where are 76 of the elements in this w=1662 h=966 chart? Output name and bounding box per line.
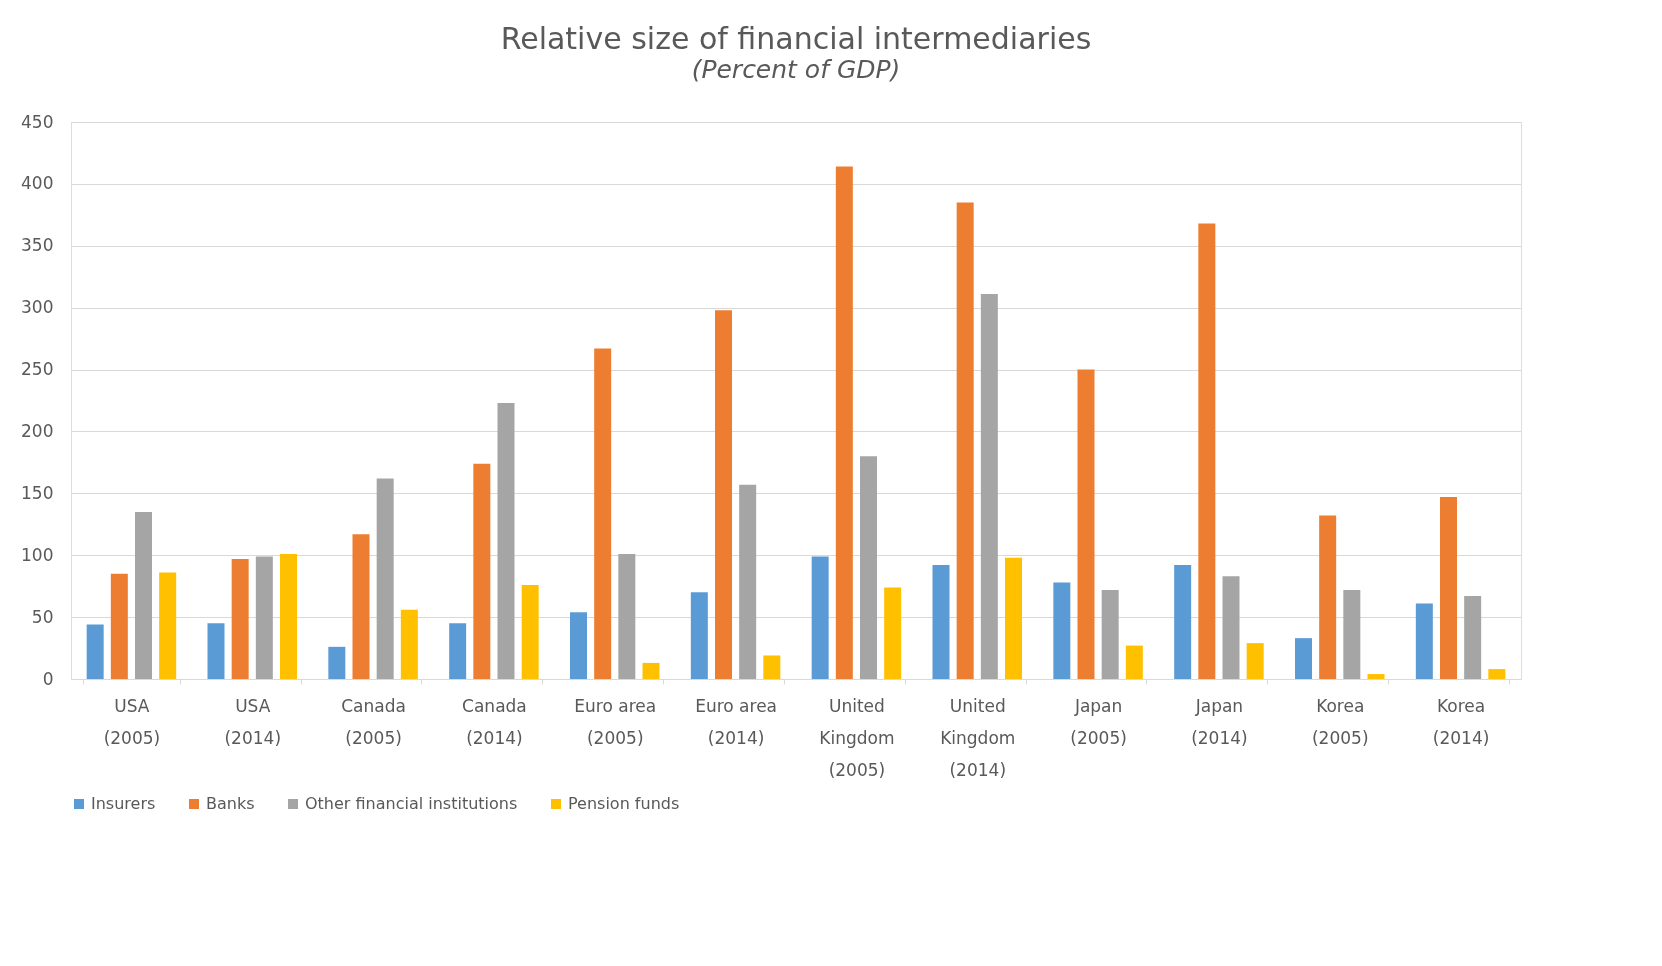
bar: [570, 612, 587, 679]
x-tick-label: Japan (2005): [1070, 695, 1127, 748]
bar: [1367, 674, 1385, 679]
x-tick-label: Canada (2005): [341, 695, 406, 748]
y-tick-label: 350: [21, 235, 54, 256]
legend-label: Pension funds: [568, 794, 680, 813]
chart-title: Relative size of financial intermediaries: [500, 21, 1092, 56]
bar: [956, 202, 974, 679]
chart-subtitle: (Percent of GDP): [691, 55, 901, 84]
bar: [763, 655, 781, 679]
bar: [159, 572, 177, 679]
bar: [255, 556, 273, 679]
bar: [449, 623, 467, 679]
bar: [473, 463, 491, 679]
bar: [231, 558, 249, 679]
bar: [135, 511, 152, 679]
bar: [884, 587, 902, 679]
x-tick-label: Euro area (2014): [695, 695, 778, 748]
bar: [811, 556, 829, 679]
bar: [618, 553, 636, 679]
x-tick-label: Canada (2014): [462, 695, 527, 748]
bar: [1319, 515, 1337, 679]
bar: [932, 565, 950, 679]
bar: [1246, 643, 1264, 679]
legend-label: Banks: [206, 794, 255, 813]
x-tick-label: United Kingdom (2014): [940, 695, 1016, 780]
bar: [1295, 638, 1312, 679]
bar: [835, 166, 853, 679]
bar: [280, 553, 297, 679]
legend-label: Insurers: [91, 794, 156, 813]
bar: [980, 294, 998, 679]
bar: [86, 624, 104, 679]
bar: [1464, 596, 1482, 679]
y-tick-label: 150: [21, 482, 54, 503]
bar: [400, 609, 418, 679]
bar: [690, 592, 708, 679]
bar: [1101, 589, 1119, 679]
bar: [739, 484, 757, 679]
bar: [1488, 669, 1506, 679]
x-tick-label: USA (2005): [103, 695, 161, 748]
bar: [1440, 497, 1457, 679]
bar: [521, 584, 539, 679]
y-tick-label: 0: [42, 668, 54, 689]
bar: [1222, 576, 1240, 679]
bar: [352, 534, 370, 679]
bar: [1174, 565, 1192, 679]
x-tick-label: USA (2014): [224, 695, 282, 748]
bar: [1415, 603, 1433, 679]
bar: [376, 478, 394, 679]
bar: [1053, 582, 1071, 679]
y-tick-label: 250: [21, 359, 54, 380]
x-tick-label: Korea (2014): [1432, 695, 1490, 748]
x-tick-label: Euro area (2005): [574, 695, 657, 748]
bar: [1198, 223, 1216, 679]
x-tick-label: Korea (2005): [1311, 695, 1369, 748]
bar: [1125, 645, 1143, 679]
bar: [1005, 557, 1022, 679]
y-tick-label: 450: [21, 111, 54, 132]
x-tick-label: United Kingdom (2005): [819, 695, 895, 780]
bar: [860, 456, 877, 679]
legend-label: Other financial institutions: [305, 794, 518, 813]
y-tick-label: 300: [21, 297, 54, 318]
y-tick-label: 100: [21, 544, 54, 565]
y-tick-label: 400: [21, 173, 54, 194]
bar: [110, 573, 128, 679]
bar: [328, 646, 346, 679]
y-tick-label: 50: [31, 606, 54, 627]
y-tick-label: 200: [21, 420, 54, 441]
x-tick-label: Japan (2014): [1191, 695, 1248, 748]
bar: [1343, 589, 1361, 679]
bar: [715, 310, 732, 679]
bar: [594, 348, 612, 679]
bar: [1077, 369, 1095, 679]
bar: [642, 662, 660, 679]
bar: [207, 623, 225, 679]
bar: [497, 402, 515, 679]
